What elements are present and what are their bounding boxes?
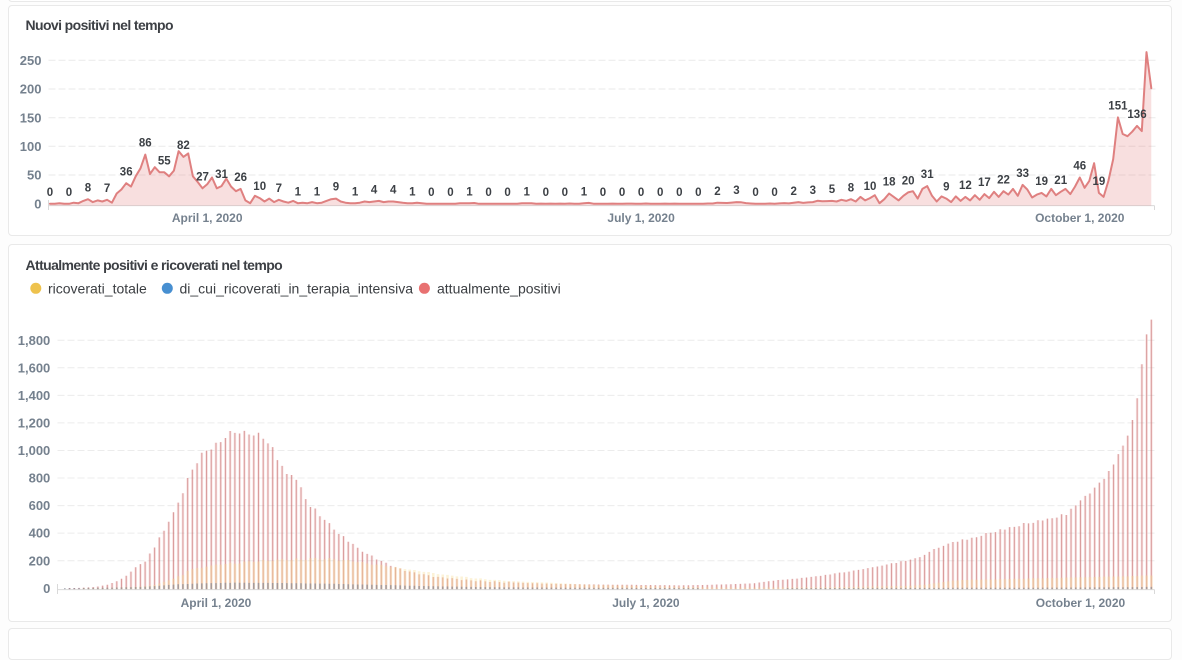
svg-text:82: 82 <box>177 140 190 152</box>
svg-text:Attualmente positivi e ricover: Attualmente positivi e ricoverati nel te… <box>26 257 283 273</box>
svg-text:0: 0 <box>695 187 701 199</box>
svg-text:1,600: 1,600 <box>18 360 51 375</box>
svg-text:April 1, 2020: April 1, 2020 <box>172 211 243 225</box>
svg-text:October 1, 2020: October 1, 2020 <box>1035 211 1125 225</box>
svg-text:10: 10 <box>253 181 266 193</box>
svg-text:9: 9 <box>333 182 339 194</box>
svg-text:0: 0 <box>600 187 606 199</box>
svg-text:200: 200 <box>20 82 42 97</box>
svg-text:8: 8 <box>848 182 855 194</box>
svg-text:1,400: 1,400 <box>18 388 51 403</box>
svg-text:4: 4 <box>390 185 397 197</box>
svg-text:1,000: 1,000 <box>18 443 51 458</box>
svg-text:1: 1 <box>466 186 473 198</box>
svg-text:1: 1 <box>409 186 416 198</box>
svg-text:3: 3 <box>810 185 816 197</box>
svg-text:33: 33 <box>1016 168 1029 180</box>
svg-text:4: 4 <box>371 185 378 197</box>
svg-text:151: 151 <box>1108 101 1128 113</box>
svg-text:April 1, 2020: April 1, 2020 <box>181 596 252 610</box>
svg-text:0: 0 <box>47 187 53 199</box>
svg-text:Nuovi positivi nel tempo: Nuovi positivi nel tempo <box>26 17 173 33</box>
svg-text:0: 0 <box>43 581 50 596</box>
svg-text:0: 0 <box>34 196 41 211</box>
svg-text:9: 9 <box>943 182 949 194</box>
svg-text:July 1, 2020: July 1, 2020 <box>612 596 680 610</box>
svg-text:46: 46 <box>1073 161 1086 173</box>
svg-text:0: 0 <box>543 187 549 199</box>
svg-text:1: 1 <box>352 186 359 198</box>
svg-text:1,200: 1,200 <box>18 416 51 431</box>
svg-text:0: 0 <box>485 187 491 199</box>
svg-text:800: 800 <box>29 471 51 486</box>
svg-text:50: 50 <box>27 168 41 183</box>
svg-text:0: 0 <box>447 187 453 199</box>
svg-text:0: 0 <box>562 187 568 199</box>
svg-text:1: 1 <box>314 186 321 198</box>
svg-text:31: 31 <box>921 169 934 181</box>
svg-text:10: 10 <box>864 181 877 193</box>
svg-text:ricoverati_totale: ricoverati_totale <box>48 280 147 296</box>
svg-text:0: 0 <box>657 187 663 199</box>
svg-text:18: 18 <box>883 177 896 189</box>
svg-text:July 1, 2020: July 1, 2020 <box>607 211 675 225</box>
svg-text:20: 20 <box>902 176 915 188</box>
svg-text:600: 600 <box>29 498 51 513</box>
svg-text:0: 0 <box>676 187 682 199</box>
svg-text:36: 36 <box>120 166 133 178</box>
svg-text:150: 150 <box>20 110 42 125</box>
svg-text:21: 21 <box>1054 175 1067 187</box>
svg-text:0: 0 <box>619 187 625 199</box>
svg-text:0: 0 <box>771 187 777 199</box>
svg-text:0: 0 <box>66 187 72 199</box>
svg-text:8: 8 <box>85 182 92 194</box>
svg-text:2: 2 <box>790 186 796 198</box>
svg-text:27: 27 <box>196 171 209 183</box>
svg-text:0: 0 <box>428 187 434 199</box>
svg-text:attualmente_positivi: attualmente_positivi <box>437 280 561 296</box>
svg-text:19: 19 <box>1093 176 1106 188</box>
svg-text:55: 55 <box>158 155 171 167</box>
svg-text:136: 136 <box>1127 109 1146 121</box>
svg-text:5: 5 <box>829 184 836 196</box>
svg-text:0: 0 <box>752 187 758 199</box>
svg-text:1: 1 <box>523 186 530 198</box>
svg-text:3: 3 <box>733 185 739 197</box>
svg-text:0: 0 <box>504 187 510 199</box>
svg-text:7: 7 <box>276 183 282 195</box>
svg-text:0: 0 <box>638 187 644 199</box>
svg-text:100: 100 <box>20 139 42 154</box>
svg-text:17: 17 <box>978 177 991 189</box>
svg-text:1: 1 <box>581 186 588 198</box>
svg-text:86: 86 <box>139 138 152 150</box>
svg-text:31: 31 <box>215 169 228 181</box>
svg-text:19: 19 <box>1035 176 1048 188</box>
svg-text:250: 250 <box>20 53 42 68</box>
svg-text:22: 22 <box>997 174 1010 186</box>
svg-text:400: 400 <box>29 526 51 541</box>
svg-text:di_cui_ricoverati_in_terapia_i: di_cui_ricoverati_in_terapia_intensiva <box>180 280 414 296</box>
svg-text:12: 12 <box>959 180 972 192</box>
svg-text:200: 200 <box>29 553 51 568</box>
svg-text:1: 1 <box>295 186 302 198</box>
svg-text:2: 2 <box>714 186 720 198</box>
svg-text:26: 26 <box>234 172 247 184</box>
svg-text:1,800: 1,800 <box>18 333 51 348</box>
svg-text:October 1, 2020: October 1, 2020 <box>1036 596 1126 610</box>
svg-text:7: 7 <box>104 183 110 195</box>
